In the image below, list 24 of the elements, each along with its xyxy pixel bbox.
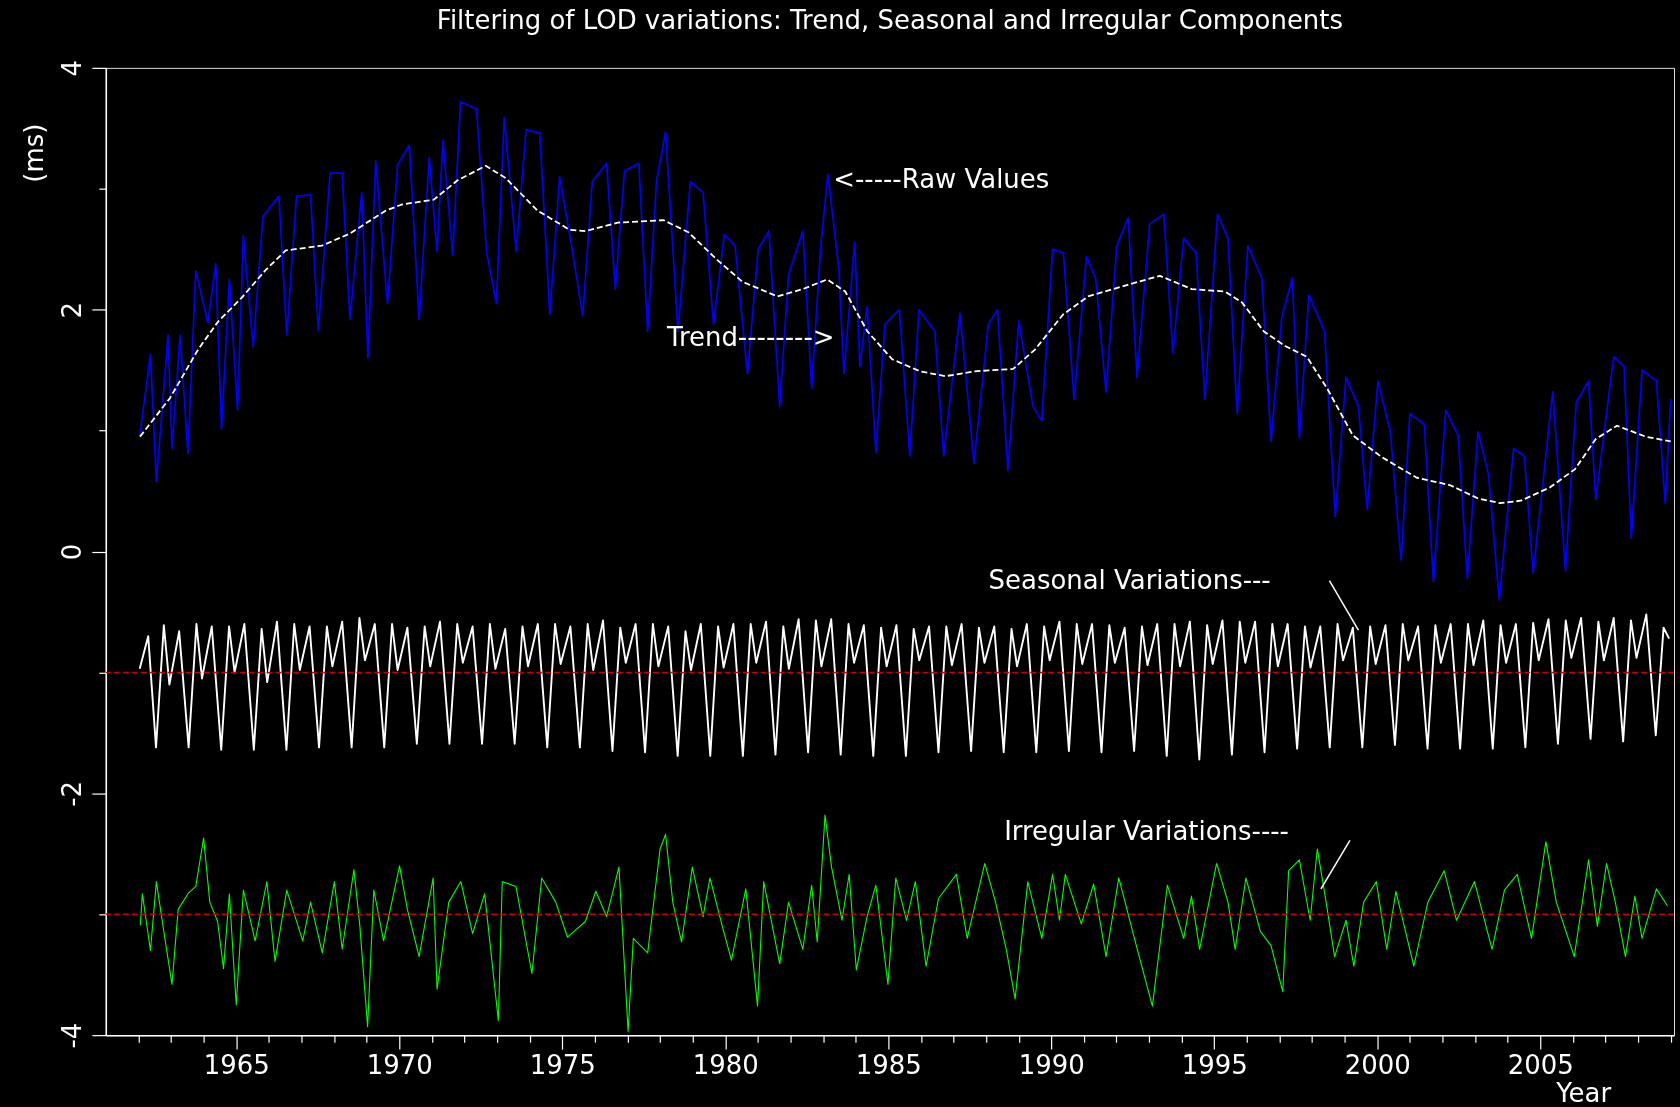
line-series <box>138 100 1672 601</box>
y-tick-label: 0 <box>57 543 88 561</box>
annotation: Irregular Variations---- <box>1004 815 1289 846</box>
y-tick-label: -4 <box>57 1022 88 1049</box>
x-tick-label: 1995 <box>1181 1049 1248 1080</box>
y-tick-label: 2 <box>57 301 88 319</box>
x-tick-label: 1965 <box>203 1049 270 1080</box>
x-tick-label: 1980 <box>692 1049 759 1080</box>
y-axis-title: (ms) <box>19 123 50 183</box>
annotation: Seasonal Variations--- <box>988 564 1271 595</box>
x-tick-label: 1970 <box>366 1049 433 1080</box>
y-tick-label: -2 <box>57 780 88 807</box>
y-tick-label: 4 <box>57 60 88 77</box>
line-series <box>139 814 1669 1033</box>
line-series <box>139 164 1672 505</box>
x-tick-label: 1990 <box>1018 1049 1085 1080</box>
x-axis-title: Year <box>1555 1077 1612 1107</box>
line-series <box>138 613 1671 761</box>
x-tick-label: 2000 <box>1344 1049 1411 1080</box>
chart-title: Filtering of LOD variations: Trend, Seasonal and Irregular Components <box>436 4 1343 35</box>
x-tick-label: 2005 <box>1507 1049 1574 1080</box>
x-tick-label: 1975 <box>529 1049 596 1080</box>
annotation: <-----Raw Values <box>833 164 1050 195</box>
x-tick-label: 1985 <box>855 1049 922 1080</box>
